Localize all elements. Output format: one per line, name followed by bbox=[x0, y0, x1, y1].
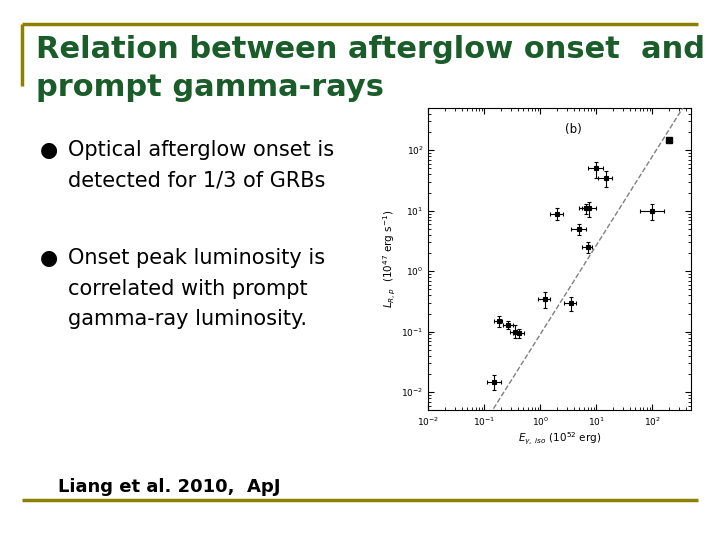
Y-axis label: $\mathit{L}_{R,p}$  (10$^{47}$ erg s$^{-1}$): $\mathit{L}_{R,p}$ (10$^{47}$ erg s$^{-1… bbox=[382, 210, 398, 308]
Text: ●: ● bbox=[40, 248, 58, 268]
Text: Relation between afterglow onset  and: Relation between afterglow onset and bbox=[36, 35, 705, 64]
Text: correlated with prompt: correlated with prompt bbox=[68, 279, 308, 299]
Text: Optical afterglow onset is: Optical afterglow onset is bbox=[68, 140, 335, 160]
Text: gamma-ray luminosity.: gamma-ray luminosity. bbox=[68, 309, 307, 329]
Text: prompt gamma-rays: prompt gamma-rays bbox=[36, 73, 384, 102]
Text: Onset peak luminosity is: Onset peak luminosity is bbox=[68, 248, 325, 268]
Text: (b): (b) bbox=[565, 123, 582, 136]
Text: detected for 1/3 of GRBs: detected for 1/3 of GRBs bbox=[68, 170, 325, 190]
X-axis label: $E_{\gamma,\ iso}$ (10$^{52}$ erg): $E_{\gamma,\ iso}$ (10$^{52}$ erg) bbox=[518, 430, 601, 447]
Text: ●: ● bbox=[40, 140, 58, 160]
Text: Liang et al. 2010,  ApJ: Liang et al. 2010, ApJ bbox=[58, 478, 280, 496]
